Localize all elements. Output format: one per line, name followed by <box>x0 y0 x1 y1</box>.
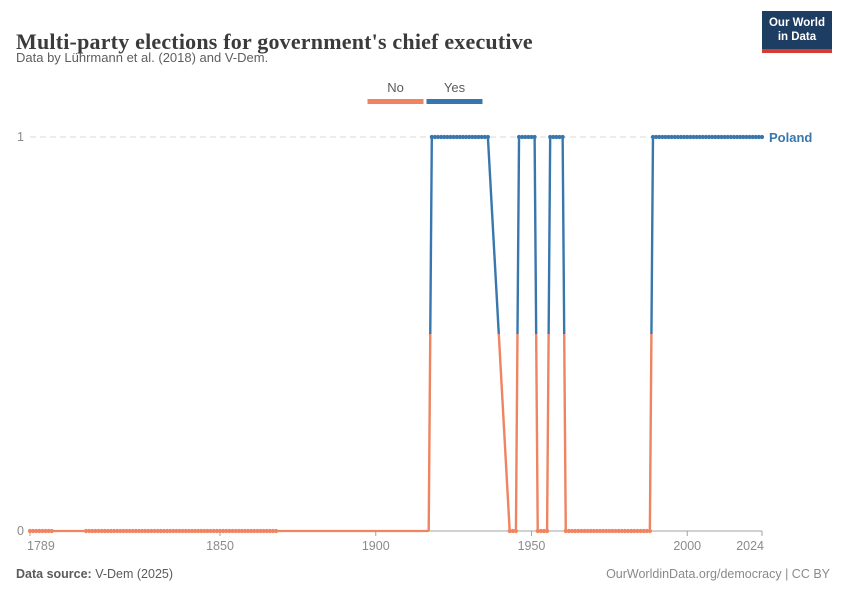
series-line-poland[interactable] <box>27 134 765 534</box>
y-tick-label: 1 <box>17 130 24 144</box>
series-transition-bottom <box>516 136 521 335</box>
x-tick-label: 1850 <box>206 539 234 553</box>
owid-logo-line2: in Data <box>777 31 817 44</box>
legend: No Yes <box>367 80 483 104</box>
series-markers <box>507 528 519 534</box>
series-transition-bottom <box>429 136 434 335</box>
series-transition-bottom <box>497 333 511 532</box>
legend-item-no[interactable]: No <box>367 80 424 104</box>
legend-item-yes[interactable]: Yes <box>426 80 483 104</box>
data-source: Data source: V-Dem (2025) <box>16 567 173 581</box>
chart-footer: Data source: V-Dem (2025) OurWorldinData… <box>16 567 830 581</box>
owid-logo-line1: Our World <box>768 17 825 29</box>
data-source-value: V-Dem (2025) <box>95 567 174 581</box>
x-tick-label: 1950 <box>518 539 546 553</box>
series-markers <box>429 134 490 140</box>
y-tick-label: 0 <box>17 524 24 538</box>
x-axis: 1789 1850 1900 1950 2000 2024 <box>27 530 764 553</box>
series-markers <box>650 134 765 140</box>
series-markers <box>27 528 54 534</box>
series-markers <box>83 528 279 534</box>
series-transition-top <box>648 333 653 532</box>
series-transition-bottom <box>563 333 567 532</box>
x-tick-label: 1789 <box>27 539 55 553</box>
legend-swatch-no-icon <box>367 99 424 104</box>
series-markers <box>548 134 565 140</box>
x-tick-label: 2000 <box>673 539 701 553</box>
x-tick-label: 2024 <box>736 539 764 553</box>
series-markers <box>563 528 652 534</box>
y-axis: 01 <box>17 130 24 538</box>
series-transition-bottom <box>534 333 539 532</box>
data-source-label: Data source: <box>16 567 92 581</box>
page-title: Multi-party elections for government's c… <box>16 28 533 54</box>
series-transition-top <box>486 136 500 335</box>
entity-label-poland[interactable]: Poland <box>769 130 812 145</box>
legend-label-no: No <box>387 80 404 95</box>
x-tick-label: 1900 <box>362 539 390 553</box>
series-transition-bottom <box>650 136 655 335</box>
chart-subtitle: Data by Lührmann et al. (2018) and V-Dem… <box>16 50 269 65</box>
owid-logo: Our World in Data <box>761 11 832 53</box>
series-transition-top <box>533 136 538 335</box>
series-markers <box>535 528 550 534</box>
series-transition-top <box>545 333 550 532</box>
series-transition-top <box>561 136 566 335</box>
legend-swatch-yes-icon <box>426 99 483 104</box>
legend-label-yes: Yes <box>443 80 466 95</box>
series-transition-top <box>427 333 432 532</box>
series-transition-bottom <box>547 136 552 335</box>
credit-line: OurWorldinData.org/democracy | CC BY <box>606 567 830 581</box>
series-markers <box>516 134 537 140</box>
series-transition-top <box>514 333 519 532</box>
